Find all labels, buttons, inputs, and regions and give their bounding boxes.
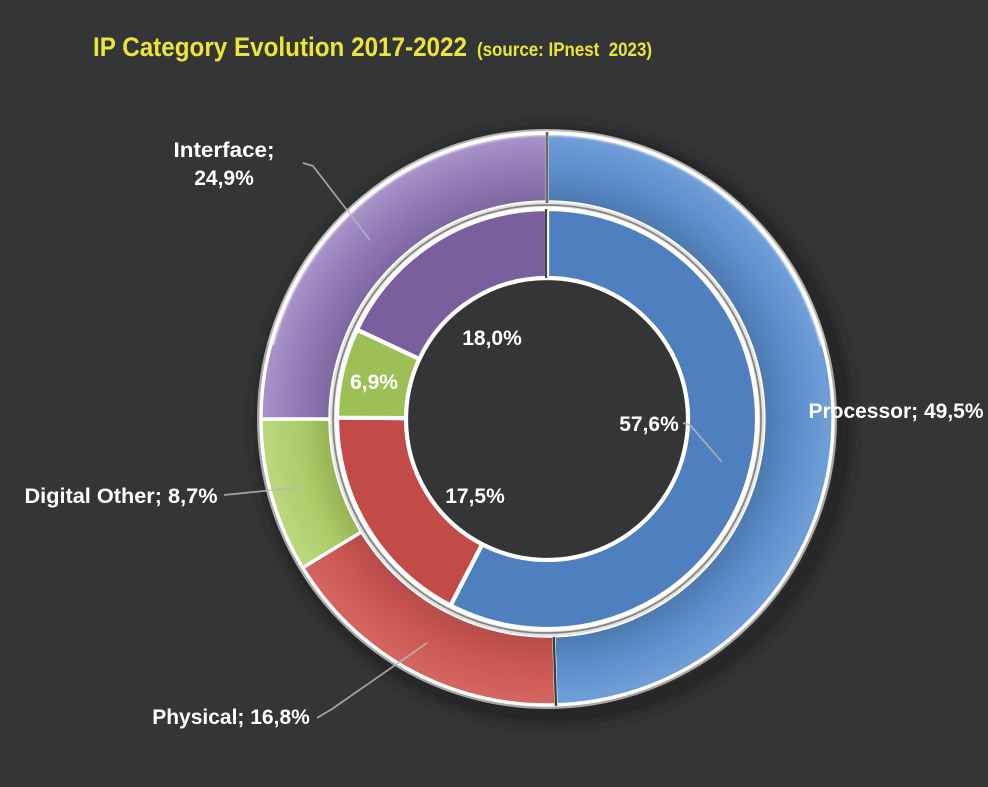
svg-text:6,9%: 6,9% xyxy=(350,371,398,394)
svg-text:(source: IPnest 2023): (source: IPnest 2023) xyxy=(477,40,652,61)
svg-text:24,9%: 24,9% xyxy=(194,167,254,190)
svg-text:Digital Other; 8,7%: Digital Other; 8,7% xyxy=(25,485,218,508)
svg-text:Physical; 16,8%: Physical; 16,8% xyxy=(152,706,310,729)
svg-text:18,0%: 18,0% xyxy=(462,327,522,350)
svg-text:IP Category Evolution 2017-202: IP Category Evolution 2017-2022 xyxy=(93,32,467,62)
svg-text:Processor; 49,5%: Processor; 49,5% xyxy=(808,400,983,423)
svg-text:57,6%: 57,6% xyxy=(619,413,679,436)
svg-text:17,5%: 17,5% xyxy=(445,485,505,508)
svg-text:Interface;: Interface; xyxy=(174,139,275,162)
